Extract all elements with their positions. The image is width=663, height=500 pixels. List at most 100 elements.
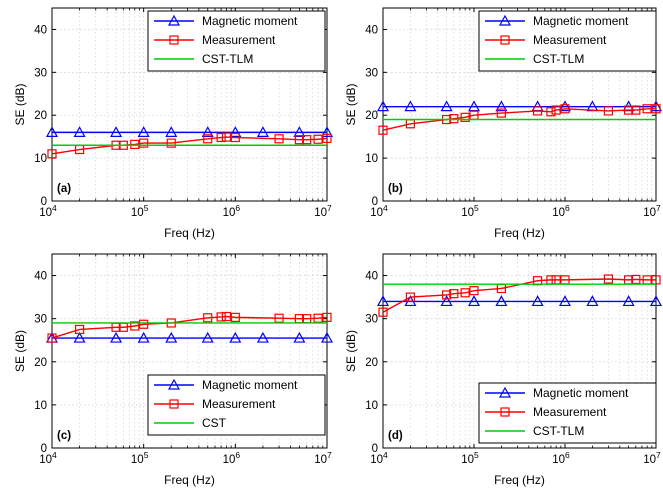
y-tick-label: 10: [34, 153, 47, 165]
y-tick-label: 30: [365, 67, 378, 79]
data-point-triangle: [649, 295, 663, 307]
panel-label: (a): [57, 183, 71, 195]
data-point-square: [74, 324, 85, 335]
axes-frame: [382, 253, 657, 449]
data-point-triangle: [495, 100, 508, 112]
legend-marker-triangle: [167, 14, 181, 26]
legend-entry-label: CST-TLM: [533, 52, 584, 66]
x-axis-label: Freq (Hz): [494, 473, 545, 487]
data-point-triangle: [293, 331, 306, 343]
y-tick-label: 10: [365, 400, 378, 412]
x-axis-label: Freq (Hz): [164, 226, 215, 240]
axes-frame: [51, 253, 328, 449]
data-point-triangle: [495, 295, 508, 307]
data-point-square: [603, 106, 614, 116]
legend-marker-square: [169, 35, 179, 45]
data-point-triangle: [45, 126, 59, 137]
data-point-square: [216, 132, 226, 143]
data-point-triangle: [376, 295, 390, 307]
data-point-square: [642, 104, 652, 114]
data-point-triangle: [320, 331, 334, 343]
data-point-square: [139, 319, 149, 329]
y-tick-label: 20: [365, 110, 378, 122]
y-tick-label: 10: [365, 153, 378, 165]
data-point-square: [551, 105, 561, 115]
data-point-square: [322, 133, 332, 143]
legend-entry-label: Magnetic moment: [202, 378, 298, 392]
y-tick-label: 40: [365, 271, 378, 283]
data-point-square: [221, 132, 232, 142]
data-point-square: [405, 292, 415, 302]
x-axis-label: Freq (Hz): [494, 226, 545, 240]
data-point-square: [624, 105, 634, 115]
y-tick-label: 20: [34, 110, 47, 122]
data-point-square: [546, 107, 556, 117]
x-tick-label: 106: [552, 450, 570, 466]
data-point-square: [313, 313, 323, 323]
data-point-triangle: [531, 295, 544, 307]
x-tick-label: 107: [643, 203, 661, 219]
data-point-square: [533, 106, 543, 116]
y-tick-label: 0: [372, 443, 378, 455]
panel-2: 0 10 20 30 40 104 105 106 107 Freq (Hz) SE (dB) (b)…: [344, 7, 663, 240]
data-point-square: [322, 312, 332, 322]
x-tick-label: 105: [461, 450, 479, 466]
data-point-square: [560, 104, 570, 114]
y-axis-label: SE (dB): [344, 83, 358, 125]
data-point-triangle: [229, 126, 242, 137]
x-tick-label: 106: [223, 450, 241, 466]
legend-entry-label: Measurement: [202, 397, 276, 411]
legend-marker-triangle: [167, 378, 181, 390]
y-axis-label: SE (dB): [344, 330, 358, 372]
data-point-triangle: [73, 126, 86, 137]
x-tick-label: 107: [314, 450, 332, 466]
data-point-square: [442, 290, 452, 300]
panel-label: (c): [57, 430, 71, 442]
data-point-square: [203, 134, 213, 144]
data-point-square: [294, 135, 305, 145]
data-point-triangle: [165, 126, 178, 137]
data-point-square: [221, 311, 232, 322]
legend-entry-label: Magnetic moment: [533, 386, 629, 400]
data-point-square: [460, 288, 470, 298]
legend-marker-square: [500, 407, 510, 417]
legend-entry-label: Measurement: [202, 33, 276, 47]
data-point-square: [47, 333, 57, 343]
axes-frame: [51, 7, 328, 202]
data-point-square: [449, 114, 459, 124]
y-tick-label: 30: [34, 314, 47, 326]
data-point-square: [378, 307, 388, 317]
legend-marker-square: [500, 35, 510, 45]
data-point-square: [631, 105, 641, 115]
data-point-triangle: [440, 295, 453, 307]
data-point-triangle: [256, 126, 269, 137]
data-point-triangle: [73, 331, 86, 343]
data-point-square: [230, 132, 240, 143]
data-point-triangle: [137, 331, 150, 343]
legend: Magnetic moment Measurement CST: [147, 374, 326, 436]
data-point-square: [313, 134, 323, 144]
data-point-square: [651, 104, 661, 114]
y-tick-label: 20: [34, 357, 47, 369]
data-point-square: [230, 312, 240, 322]
x-tick-label: 106: [223, 203, 241, 219]
data-point-square: [203, 313, 213, 323]
data-point-square: [130, 321, 140, 331]
panel-label: (d): [388, 430, 403, 442]
data-point-triangle: [137, 126, 150, 137]
y-tick-label: 30: [365, 314, 378, 326]
data-point-triangle: [165, 331, 178, 343]
y-tick-label: 40: [34, 271, 47, 283]
data-point-triangle: [201, 126, 214, 137]
data-point-square: [603, 274, 614, 284]
data-point-triangle: [229, 331, 242, 343]
data-point-triangle: [586, 295, 599, 307]
data-point-triangle: [622, 295, 635, 307]
legend-marker-square: [169, 399, 179, 409]
data-point-square: [274, 134, 284, 144]
panel-4: 0 10 20 30 40 104 105 106 107 Freq (Hz) SE (dB) (d)…: [344, 253, 663, 487]
legend-marker-triangle: [498, 14, 512, 26]
data-point-triangle: [649, 100, 663, 112]
data-point-square: [166, 138, 176, 148]
